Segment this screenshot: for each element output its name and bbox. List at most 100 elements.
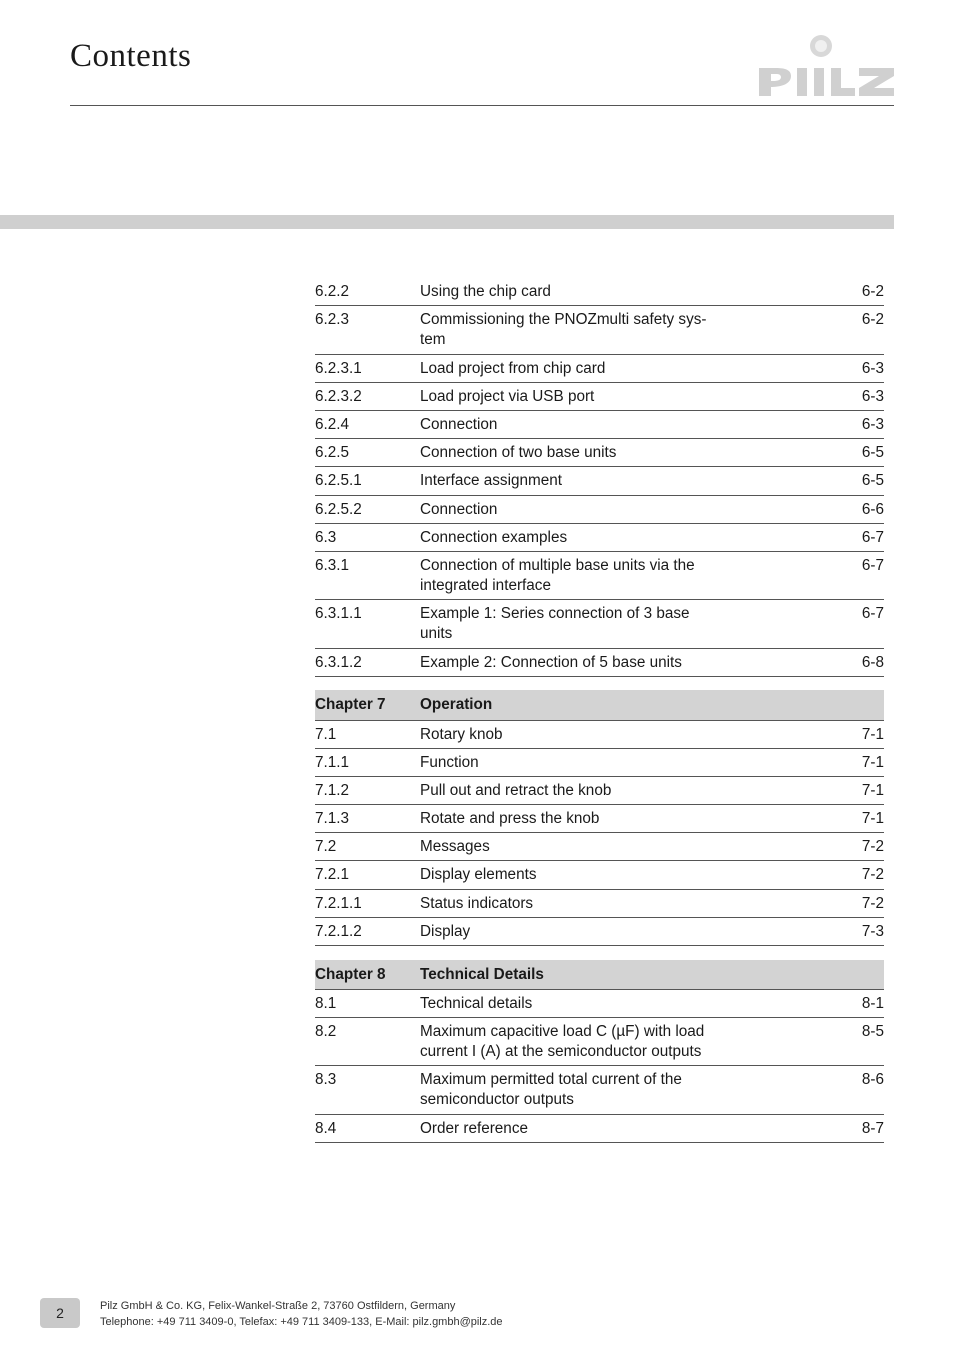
toc-title: Rotary knob: [420, 720, 838, 748]
toc-page: 7-2: [838, 833, 884, 861]
toc-title: Connection examples: [420, 523, 838, 551]
toc-number: 7.2.1.1: [315, 889, 420, 917]
toc-title: Technical details: [420, 989, 838, 1017]
toc-page: 6-7: [838, 551, 884, 599]
page-number: 2: [56, 1305, 64, 1321]
footer: 2 Pilz GmbH & Co. KG, Felix-Wankel-Straß…: [0, 1290, 954, 1350]
toc-page: 6-3: [838, 354, 884, 382]
toc-number: 7.2.1: [315, 861, 420, 889]
toc-page: 6-3: [838, 410, 884, 438]
toc-title: Maximum permitted total current of these…: [420, 1066, 838, 1114]
toc-row: 6.2.5.2Connection6-6: [315, 495, 884, 523]
toc-row: 8.3Maximum permitted total current of th…: [315, 1066, 884, 1114]
spacer-row: [315, 946, 884, 960]
toc-page: 6-5: [838, 467, 884, 495]
toc-row: 6.2.5Connection of two base units6-5: [315, 439, 884, 467]
toc-number: 6.2.5.2: [315, 495, 420, 523]
spacer-row: [315, 676, 884, 690]
toc-number: 8.1: [315, 989, 420, 1017]
toc-row: 7.1Rotary knob7-1: [315, 720, 884, 748]
toc-row: 8.2Maximum capacitive load C (µF) with l…: [315, 1017, 884, 1065]
toc-row: 6.2.3Commissioning the PNOZmulti safety …: [315, 306, 884, 354]
toc-title: Status indicators: [420, 889, 838, 917]
chapter-name: Technical Details: [420, 960, 838, 990]
toc-title: Load project via USB port: [420, 382, 838, 410]
chapter-label: Chapter 8: [315, 960, 420, 990]
toc-number: 7.1.2: [315, 776, 420, 804]
toc-row: 6.2.3.1Load project from chip card6-3: [315, 354, 884, 382]
toc-title: Messages: [420, 833, 838, 861]
toc-page: 6-2: [838, 306, 884, 354]
toc-number: 6.3: [315, 523, 420, 551]
toc-number: 6.2.5.1: [315, 467, 420, 495]
toc-row: 6.2.5.1Interface assignment6-5: [315, 467, 884, 495]
toc-page: 8-6: [838, 1066, 884, 1114]
toc-number: 6.2.5: [315, 439, 420, 467]
toc-number: 6.2.3.1: [315, 354, 420, 382]
toc-title: Connection: [420, 410, 838, 438]
toc-title: Commissioning the PNOZmulti safety sys-t…: [420, 306, 838, 354]
toc-row: 6.2.3.2Load project via USB port6-3: [315, 382, 884, 410]
toc-row: 7.2.1.2Display7-3: [315, 917, 884, 945]
toc-row: 8.4Order reference8-7: [315, 1114, 884, 1142]
toc-title: Function: [420, 748, 838, 776]
toc-row: 6.2.2Using the chip card6-2: [315, 278, 884, 306]
toc-content: 6.2.2Using the chip card6-26.2.3Commissi…: [315, 278, 884, 1143]
toc-title: Connection: [420, 495, 838, 523]
toc-number: 7.1.1: [315, 748, 420, 776]
toc-row: 8.1Technical details8-1: [315, 989, 884, 1017]
toc-page: 7-2: [838, 889, 884, 917]
header-divider: [70, 105, 894, 106]
toc-title: Display: [420, 917, 838, 945]
toc-title: Connection of multiple base units via th…: [420, 551, 838, 599]
toc-page: 6-2: [838, 278, 884, 306]
chapter-page-blank: [838, 690, 884, 720]
toc-number: 6.2.3.2: [315, 382, 420, 410]
toc-row: 7.1.3Rotate and press the knob7-1: [315, 805, 884, 833]
footer-text: Pilz GmbH & Co. KG, Felix-Wankel-Straße …: [100, 1299, 503, 1330]
toc-number: 6.3.1.2: [315, 648, 420, 676]
toc-number: 7.2.1.2: [315, 917, 420, 945]
toc-row: 7.2.1Display elements7-2: [315, 861, 884, 889]
chapter-heading: Chapter 8Technical Details: [315, 960, 884, 990]
toc-title: Maximum capacitive load C (µF) with load…: [420, 1017, 838, 1065]
toc-row: 7.2Messages7-2: [315, 833, 884, 861]
toc-row: 7.1.2Pull out and retract the knob7-1: [315, 776, 884, 804]
toc-page: 7-2: [838, 861, 884, 889]
toc-page: 6-7: [838, 600, 884, 648]
toc-row: 6.3.1.2Example 2: Connection of 5 base u…: [315, 648, 884, 676]
toc-number: 8.4: [315, 1114, 420, 1142]
toc-number: 8.2: [315, 1017, 420, 1065]
toc-page: 6-5: [838, 439, 884, 467]
footer-line2: Telephone: +49 711 3409-0, Telefax: +49 …: [100, 1315, 503, 1330]
toc-row: 6.3Connection examples6-7: [315, 523, 884, 551]
toc-title: Display elements: [420, 861, 838, 889]
toc-title: Example 1: Series connection of 3 baseun…: [420, 600, 838, 648]
toc-number: 8.3: [315, 1066, 420, 1114]
toc-number: 7.2: [315, 833, 420, 861]
chapter-page-blank: [838, 960, 884, 990]
toc-page: 7-1: [838, 748, 884, 776]
toc-page: 7-3: [838, 917, 884, 945]
toc-number: 6.2.3: [315, 306, 420, 354]
chapter-name: Operation: [420, 690, 838, 720]
toc-title: Pull out and retract the knob: [420, 776, 838, 804]
toc-row: 6.2.4Connection6-3: [315, 410, 884, 438]
toc-number: 6.3.1.1: [315, 600, 420, 648]
section-bar: [0, 215, 894, 229]
toc-number: 6.2.2: [315, 278, 420, 306]
toc-row: 7.2.1.1Status indicators7-2: [315, 889, 884, 917]
toc-row: 6.3.1Connection of multiple base units v…: [315, 551, 884, 599]
toc-number: 6.3.1: [315, 551, 420, 599]
toc-number: 6.2.4: [315, 410, 420, 438]
toc-number: 7.1.3: [315, 805, 420, 833]
toc-title: Using the chip card: [420, 278, 838, 306]
chapter-heading: Chapter 7Operation: [315, 690, 884, 720]
toc-page: 6-7: [838, 523, 884, 551]
toc-row: 6.3.1.1Example 1: Series connection of 3…: [315, 600, 884, 648]
toc-table: 6.2.2Using the chip card6-26.2.3Commissi…: [315, 278, 884, 1143]
toc-title: Connection of two base units: [420, 439, 838, 467]
toc-page: 8-7: [838, 1114, 884, 1142]
toc-title: Order reference: [420, 1114, 838, 1142]
toc-page: 7-1: [838, 776, 884, 804]
